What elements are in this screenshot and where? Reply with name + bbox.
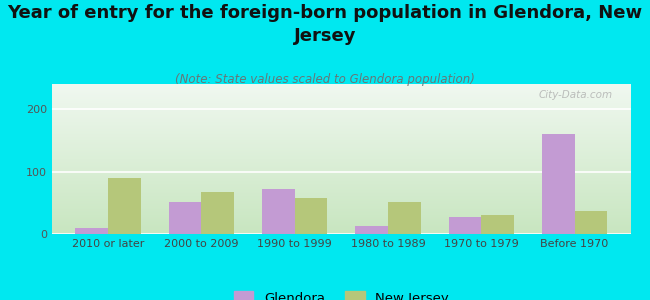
- Bar: [108, 178, 140, 234]
- Bar: [262, 189, 294, 234]
- Bar: [202, 191, 234, 234]
- Bar: [294, 198, 327, 234]
- Bar: [542, 134, 575, 234]
- Text: City-Data.com: City-Data.com: [539, 90, 613, 100]
- Legend: Glendora, New Jersey: Glendora, New Jersey: [228, 286, 454, 300]
- Bar: [75, 228, 108, 234]
- Bar: [356, 226, 388, 234]
- Bar: [168, 202, 202, 234]
- Text: Year of entry for the foreign-born population in Glendora, New
Jersey: Year of entry for the foreign-born popul…: [7, 4, 643, 45]
- Bar: [575, 211, 607, 234]
- Bar: [448, 217, 481, 234]
- Bar: [388, 202, 421, 234]
- Text: (Note: State values scaled to Glendora population): (Note: State values scaled to Glendora p…: [175, 74, 475, 86]
- Bar: [481, 215, 514, 234]
